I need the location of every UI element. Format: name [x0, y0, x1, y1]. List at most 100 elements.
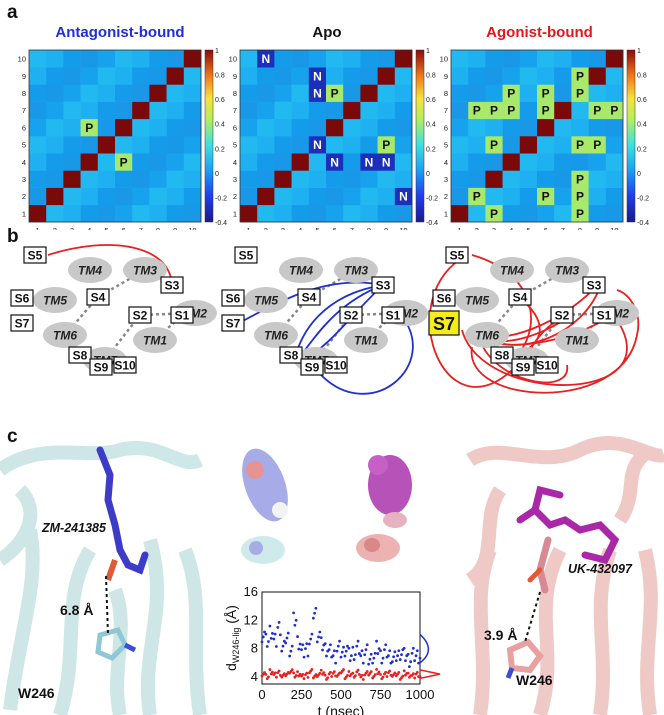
- chart-point: [321, 648, 324, 652]
- heatmap-cell: [166, 170, 185, 188]
- heatmap-cell-label: N: [261, 52, 270, 66]
- site-box-s2: [550, 306, 574, 324]
- heatmap-cell: [97, 67, 116, 85]
- network-antagonist: TM1TM2TM3TM4TM5TM6TM7S1S2S3S4S5S6S7S8S9S…: [10, 244, 217, 376]
- heatmap-x-tick: 8: [156, 226, 160, 230]
- site-box-s3: [371, 276, 395, 294]
- heatmap-cell: [291, 170, 310, 188]
- chart-point: [309, 637, 313, 641]
- heatmap-cell: [588, 204, 607, 223]
- chart-point: [311, 616, 315, 620]
- heatmap-cell: [291, 187, 310, 206]
- heatmap-cell: [451, 101, 469, 120]
- tm-label: TM4: [500, 264, 524, 278]
- chart-point: [335, 649, 339, 653]
- heatmap-cell: [132, 136, 150, 154]
- heatmap-cell: [149, 204, 167, 223]
- tm-label: TM3: [133, 264, 157, 278]
- heatmap-cell: [183, 118, 202, 137]
- heatmap-cell-label: N: [330, 155, 339, 169]
- heatmap-cell: [588, 170, 607, 188]
- heatmap-cell: [29, 67, 47, 85]
- tm-label: TM3: [555, 264, 579, 278]
- chart-point: [281, 644, 285, 648]
- heatmap-cell: [571, 170, 589, 188]
- antagonist-distribution: [419, 633, 430, 664]
- chart-point: [406, 652, 410, 656]
- heatmap-cell: [394, 101, 413, 120]
- heatmap-cell: [308, 170, 327, 188]
- chart-point: [326, 676, 330, 680]
- heatmap-cell: [80, 118, 99, 137]
- heatmap-cell: [46, 67, 64, 85]
- heatmap-cell: [63, 101, 81, 120]
- heatmap-cell: [274, 187, 292, 206]
- heatmap-cell: [537, 153, 555, 171]
- heatmap-cell: [46, 50, 64, 68]
- site-box-s8: [68, 346, 92, 364]
- heatmap-y-tick: 1: [444, 209, 448, 218]
- heatmap-cell-label: P: [593, 138, 601, 152]
- site-label: S1: [386, 309, 401, 323]
- heatmap-cell: [63, 187, 81, 206]
- chart-point: [352, 658, 356, 661]
- heatmap-cell: [588, 84, 607, 102]
- heatmap-cell: [132, 170, 150, 188]
- chart-point: [360, 649, 364, 653]
- site-label: S2: [133, 309, 148, 323]
- heatmap-x-tick: 2: [53, 226, 57, 230]
- chart-point: [331, 654, 335, 658]
- heatmap-x-tick: 3: [70, 226, 74, 230]
- heatmap-x-tick: 5: [526, 226, 530, 230]
- heatmap-cell: [308, 118, 327, 137]
- site-label: S9: [516, 361, 531, 375]
- heatmap-cell: [149, 50, 167, 68]
- tm-helix-tm4: [68, 257, 112, 283]
- heatmap-cell: [326, 67, 344, 85]
- heatmap-y-tick: 4: [444, 158, 448, 167]
- site-box-s5: [23, 246, 47, 264]
- heatmap-cell: [468, 136, 486, 154]
- site-box-s10: [535, 356, 559, 374]
- heatmap-cell: [605, 204, 624, 223]
- chart-point: [397, 649, 401, 653]
- site-box-s3: [582, 276, 606, 294]
- heatmap-agonist: PPPPPPPPPPPPPPPPPPP112233445566778899101…: [440, 48, 650, 230]
- heatmap-cell: [149, 136, 167, 154]
- heatmap-apo: NNNNNPNPNN112233445566778899101010.80.60…: [229, 48, 439, 230]
- chart-point: [375, 639, 378, 643]
- chart-point: [293, 623, 297, 627]
- site-box-s1: [592, 306, 616, 324]
- heatmap-cell: [132, 50, 150, 68]
- heatmap-cell: [115, 153, 133, 171]
- heatmap-cell: [257, 118, 275, 137]
- colorbar-tick: -0.2: [637, 195, 649, 202]
- heatmap-y-tick: 4: [22, 158, 26, 167]
- heatmap-y-tick: 2: [22, 192, 26, 201]
- colorbar-tick: 0.8: [637, 73, 647, 80]
- heatmap-y-tick: 9: [233, 72, 237, 81]
- heatmap-cell: [502, 67, 521, 85]
- heatmap-cell: [326, 170, 344, 188]
- heatmap-cell: [115, 101, 133, 120]
- heatmap-cell: [605, 136, 624, 154]
- chart-point: [347, 670, 351, 673]
- heatmap-cell: [46, 101, 64, 120]
- chart-point: [318, 630, 322, 634]
- chart-point: [393, 650, 397, 654]
- heatmap-cell-label: N: [365, 155, 374, 169]
- heatmap-cell: [183, 67, 202, 85]
- colorbar-tick: 0.2: [426, 146, 436, 153]
- heatmap-cell: [29, 187, 47, 206]
- heatmap-cell: [80, 67, 99, 85]
- heatmap-frame: [239, 49, 413, 223]
- heatmap-cell-label: P: [542, 104, 550, 118]
- chart-point: [348, 659, 352, 663]
- chart-point: [361, 678, 365, 681]
- heatmap-cell: [257, 170, 275, 188]
- heatmap-cell: [166, 118, 185, 137]
- heatmap-y-tick: 2: [444, 192, 448, 201]
- heatmap-cell: [537, 84, 555, 102]
- heatmap-cell: [394, 67, 413, 85]
- heatmap-cell: [343, 136, 361, 154]
